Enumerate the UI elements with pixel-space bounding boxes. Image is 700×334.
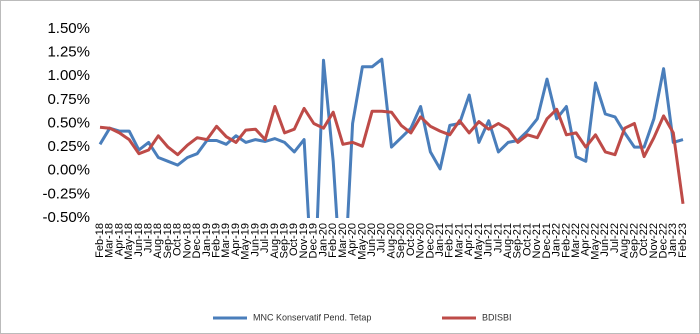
x-tick-label: Oct-20 [405, 223, 417, 256]
x-tick-label: Jan-20 [317, 223, 329, 257]
x-tick-label: Jun-19 [249, 223, 261, 257]
x-tick-label: Jun-18 [133, 223, 145, 257]
y-tick-label: 0.50% [47, 114, 90, 131]
x-tick-label: Jul-18 [142, 223, 154, 253]
x-tick-label: Sep-21 [512, 223, 524, 258]
x-tick-label: Apr-20 [347, 223, 359, 256]
x-tick-label: Feb-23 [677, 223, 689, 258]
x-tick-label: Aug-21 [502, 223, 514, 258]
x-tick-label: Nov-18 [181, 223, 193, 258]
x-tick-label: Jan-19 [201, 223, 213, 257]
x-tick-label: Oct-19 [288, 223, 300, 256]
x-tick-label: May-21 [473, 223, 485, 260]
x-tick-label: Jan-23 [667, 223, 679, 257]
x-tick-label: Jul-19 [259, 223, 271, 253]
x-tick-label: Feb-18 [94, 223, 106, 258]
x-tick-label: Dec-18 [191, 223, 203, 258]
x-tick-label: Aug-22 [619, 223, 631, 258]
x-tick-label: Dec-19 [308, 223, 320, 258]
plot-area [98, 57, 685, 218]
x-tick-label: Mar-18 [104, 223, 116, 258]
y-tick-label: 1.50% [47, 20, 90, 37]
x-tick-label: Nov-22 [648, 223, 660, 258]
x-tick-label: Nov-19 [298, 223, 310, 258]
x-tick-label: May-18 [123, 223, 135, 260]
x-tick-label: Aug-20 [385, 223, 397, 258]
x-tick-label: Jul-20 [376, 223, 388, 253]
legend-label: MNC Konservatif Pend. Tetap [253, 312, 371, 322]
x-tick-label: Jun-21 [483, 223, 495, 257]
x-tick-label: Apr-21 [463, 223, 475, 256]
x-tick-label: Sep-18 [162, 223, 174, 258]
x-tick-label: Jul-22 [609, 223, 621, 253]
x-tick-label: Aug-19 [269, 223, 281, 258]
x-tick-label: Jun-22 [599, 223, 611, 257]
x-tick-label: Nov-21 [531, 223, 543, 258]
x-tick-label: Sep-22 [628, 223, 640, 258]
x-tick-label: Mar-22 [570, 223, 582, 258]
x-tick-label: May-19 [240, 223, 252, 260]
x-tick-label: Feb-22 [560, 223, 572, 258]
x-tick-label: Mar-20 [337, 223, 349, 258]
x-tick-label: Dec-20 [424, 223, 436, 258]
x-tick-label: Sep-19 [279, 223, 291, 258]
series-line [99, 105, 685, 205]
x-tick-label: Apr-19 [230, 223, 242, 256]
y-tick-label: 0.75% [47, 91, 90, 108]
x-tick-label: Jan-21 [434, 223, 446, 257]
y-tick-label: 1.00% [47, 67, 90, 84]
x-tick-label: Feb-21 [444, 223, 456, 258]
x-tick-label: Sep-20 [395, 223, 407, 258]
x-tick-label: Jun-20 [366, 223, 378, 257]
legend-label: BDISBI [482, 312, 512, 322]
x-tick-label: Dec-21 [541, 223, 553, 258]
x-tick-label: Oct-21 [521, 223, 533, 256]
x-tick-label: Mar-19 [220, 223, 232, 258]
x-tick-label: Apr-22 [580, 223, 592, 256]
x-tick-label: May-20 [356, 223, 368, 260]
x-tick-label: Oct-22 [638, 223, 650, 256]
x-tick-label: Feb-20 [327, 223, 339, 258]
x-tick-label: Feb-19 [211, 223, 223, 258]
y-tick-label: -0.50% [42, 209, 90, 226]
y-tick-label: 0.00% [47, 162, 90, 179]
x-tick-label: Aug-18 [152, 223, 164, 258]
y-tick-label: 1.25% [47, 44, 90, 61]
x-tick-label: Jan-22 [551, 223, 563, 257]
x-tick-label: Apr-18 [113, 223, 125, 256]
y-tick-label: 0.25% [47, 138, 90, 155]
x-tick-label: Dec-22 [657, 223, 669, 258]
x-tick-label: Jul-21 [492, 223, 504, 253]
series-line [98, 57, 684, 218]
x-tick-label: Oct-18 [172, 223, 184, 256]
y-tick-label: -0.25% [42, 185, 90, 202]
x-tick-label: May-22 [589, 223, 601, 260]
x-tick-label: Mar-21 [453, 223, 465, 258]
x-tick-label: Nov-20 [415, 223, 427, 258]
